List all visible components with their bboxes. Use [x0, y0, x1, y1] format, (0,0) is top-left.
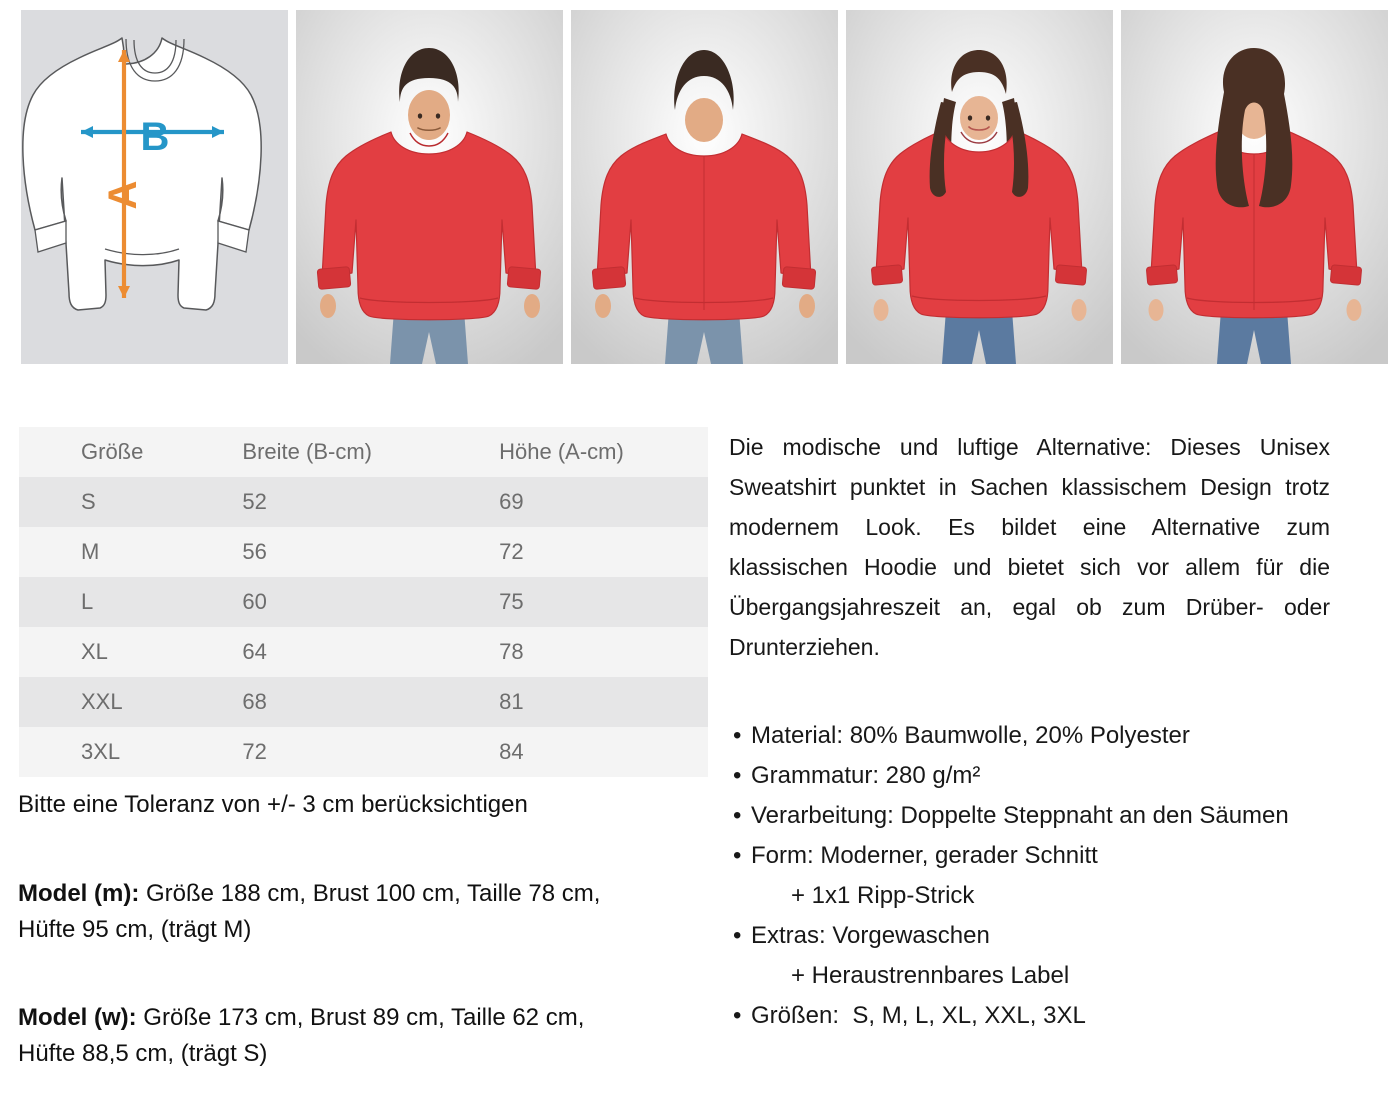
svg-text:B: B — [141, 115, 170, 159]
svg-text:A: A — [101, 181, 145, 210]
